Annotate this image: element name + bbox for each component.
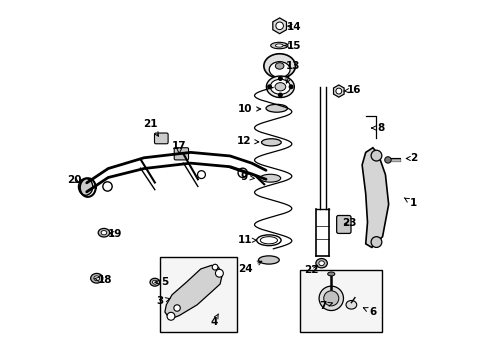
Bar [160, 257, 237, 332]
Ellipse shape [275, 44, 283, 47]
Ellipse shape [260, 237, 277, 244]
Text: 8: 8 [371, 123, 385, 133]
Circle shape [102, 182, 112, 191]
Ellipse shape [264, 54, 295, 78]
Ellipse shape [346, 301, 356, 309]
Circle shape [384, 157, 390, 163]
Ellipse shape [258, 256, 279, 264]
Text: 14: 14 [286, 22, 301, 32]
Text: 21: 21 [143, 119, 158, 136]
Ellipse shape [94, 276, 100, 281]
Ellipse shape [261, 139, 281, 146]
Text: 2: 2 [406, 153, 417, 163]
Text: 19: 19 [107, 229, 122, 239]
Text: 17: 17 [172, 140, 186, 154]
Text: 7: 7 [318, 301, 332, 311]
Text: 16: 16 [343, 85, 360, 95]
Circle shape [289, 85, 292, 89]
Circle shape [215, 269, 223, 277]
Ellipse shape [90, 273, 102, 283]
Polygon shape [164, 265, 222, 319]
FancyBboxPatch shape [154, 133, 168, 144]
Circle shape [335, 88, 341, 94]
Circle shape [370, 237, 381, 247]
Circle shape [370, 150, 381, 161]
Ellipse shape [101, 230, 106, 235]
Ellipse shape [315, 258, 326, 268]
Ellipse shape [275, 63, 284, 69]
Text: 5: 5 [155, 277, 168, 287]
Ellipse shape [327, 272, 334, 276]
Ellipse shape [319, 286, 343, 311]
Ellipse shape [256, 235, 281, 246]
Circle shape [212, 264, 218, 270]
Text: 6: 6 [363, 307, 376, 317]
Circle shape [197, 171, 205, 179]
Ellipse shape [78, 179, 93, 195]
Text: 18: 18 [95, 275, 112, 285]
Circle shape [167, 312, 175, 320]
FancyBboxPatch shape [336, 216, 350, 233]
Circle shape [267, 85, 271, 89]
Circle shape [275, 22, 283, 30]
Text: 24: 24 [238, 261, 261, 274]
Text: 9: 9 [241, 172, 254, 182]
Polygon shape [272, 18, 286, 34]
Text: 12: 12 [237, 136, 258, 146]
Ellipse shape [260, 174, 280, 182]
Circle shape [278, 93, 282, 97]
Ellipse shape [270, 42, 287, 49]
Ellipse shape [274, 83, 285, 91]
Text: 22: 22 [304, 265, 318, 275]
Ellipse shape [152, 280, 157, 284]
Text: 1: 1 [404, 198, 416, 208]
Ellipse shape [270, 79, 290, 94]
FancyBboxPatch shape [174, 148, 188, 160]
Circle shape [278, 77, 282, 80]
Ellipse shape [269, 62, 289, 77]
Circle shape [238, 168, 247, 177]
Polygon shape [333, 85, 344, 97]
Text: 13: 13 [285, 61, 300, 83]
Text: 20: 20 [67, 175, 81, 185]
Text: 4: 4 [210, 314, 218, 327]
Text: 23: 23 [342, 218, 356, 228]
Ellipse shape [98, 228, 109, 237]
Ellipse shape [265, 104, 287, 112]
Ellipse shape [318, 261, 324, 266]
Text: 10: 10 [238, 104, 260, 114]
Text: 11: 11 [238, 235, 256, 245]
Bar [300, 270, 381, 332]
Text: 15: 15 [284, 41, 301, 50]
Ellipse shape [266, 76, 294, 98]
Polygon shape [362, 148, 388, 247]
Ellipse shape [150, 278, 160, 286]
Ellipse shape [323, 291, 338, 306]
Text: 3: 3 [156, 296, 169, 306]
Circle shape [174, 305, 180, 311]
